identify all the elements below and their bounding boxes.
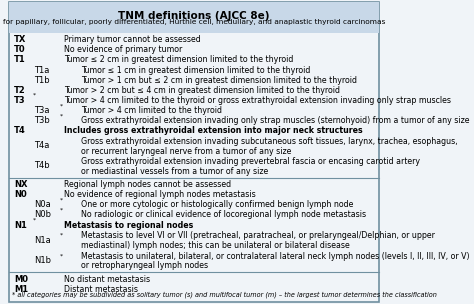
Text: *: * [60, 233, 63, 238]
Text: mediastinal) lymph nodes; this can be unilateral or bilateral disease: mediastinal) lymph nodes; this can be un… [81, 241, 349, 250]
Text: No evidence of regional lymph nodes metastasis: No evidence of regional lymph nodes meta… [64, 190, 256, 199]
Text: T4a: T4a [34, 141, 49, 150]
Text: N1b: N1b [34, 256, 51, 265]
Text: or recurrent laryngeal nerve from a tumor of any size: or recurrent laryngeal nerve from a tumo… [81, 147, 291, 156]
Text: T3a: T3a [34, 106, 49, 115]
Text: NX: NX [14, 180, 28, 189]
Bar [9, 2, 379, 33]
Text: Regional lymph nodes cannot be assessed: Regional lymph nodes cannot be assessed [64, 180, 231, 189]
Text: Tumor > 4 cm limited to the thyroid: Tumor > 4 cm limited to the thyroid [81, 106, 222, 115]
Text: N1a: N1a [34, 236, 50, 245]
Text: Primary tumor cannot be assessed: Primary tumor cannot be assessed [64, 35, 201, 44]
Text: or mediastinal vessels from a tumor of any size: or mediastinal vessels from a tumor of a… [81, 167, 268, 176]
Text: T2: T2 [14, 86, 26, 95]
Text: *: * [33, 93, 36, 98]
Text: T1b: T1b [34, 76, 49, 85]
Text: No distant metastasis: No distant metastasis [64, 275, 150, 284]
Text: One or more cytologic or histologically confirmed benign lymph node: One or more cytologic or histologically … [81, 200, 353, 209]
Text: TX: TX [14, 35, 27, 44]
Text: N1: N1 [14, 221, 27, 230]
Text: Gross extrathyroidal extension invading only strap muscles (sternohyoid) from a : Gross extrathyroidal extension invading … [81, 116, 469, 125]
Text: TNM definitions (AJCC 8e): TNM definitions (AJCC 8e) [118, 11, 270, 21]
Text: *: * [60, 103, 63, 108]
Text: Metastasis to unilateral, bilateral, or contralateral lateral neck lymph nodes (: Metastasis to unilateral, bilateral, or … [81, 252, 469, 261]
Text: Distant metastasis: Distant metastasis [64, 285, 138, 294]
Text: Tumor ≤ 2 cm in greatest dimension limited to the thyroid: Tumor ≤ 2 cm in greatest dimension limit… [64, 55, 293, 64]
Text: T1a: T1a [34, 66, 49, 74]
Text: *: * [60, 198, 63, 202]
Text: No evidence of primary tumor: No evidence of primary tumor [64, 45, 182, 54]
Text: * all categories may be subdivided as solitary tumor (s) and multifocal tumor (m: * all categories may be subdivided as so… [12, 291, 437, 298]
Text: *: * [60, 113, 63, 118]
Text: *: * [33, 218, 36, 223]
Text: Gross extrathyroidal extension invading subcutaneous soft tissues, larynx, trach: Gross extrathyroidal extension invading … [81, 137, 457, 146]
Text: Tumor > 4 cm limited to the thyroid or gross extrathyroidal extension invading o: Tumor > 4 cm limited to the thyroid or g… [64, 96, 451, 105]
Text: for papillary, follicular, poorly differentiated, Hürthle cell, medullary, and a: for papillary, follicular, poorly differ… [3, 19, 385, 25]
Text: No radiologic or clinical evidence of locoregional lymph node metastasis: No radiologic or clinical evidence of lo… [81, 210, 366, 219]
Text: Tumor > 1 cm but ≤ 2 cm in greatest dimension limited to the thyroid: Tumor > 1 cm but ≤ 2 cm in greatest dime… [81, 76, 357, 85]
Text: N0b: N0b [34, 210, 51, 219]
Text: *: * [60, 253, 63, 258]
Text: N0: N0 [14, 190, 27, 199]
Text: Gross extrathyroidal extension invading prevertebral fascia or encasing carotid : Gross extrathyroidal extension invading … [81, 157, 419, 166]
Text: Metastasis to regional nodes: Metastasis to regional nodes [64, 221, 193, 230]
Text: or retropharyngeal lymph nodes: or retropharyngeal lymph nodes [81, 261, 208, 270]
Text: T3b: T3b [34, 116, 49, 125]
Text: M0: M0 [14, 275, 28, 284]
Text: N0a: N0a [34, 200, 50, 209]
Text: T4b: T4b [34, 161, 49, 171]
Text: Tumor ≤ 1 cm in greatest dimension limited to the thyroid: Tumor ≤ 1 cm in greatest dimension limit… [81, 66, 310, 74]
Text: Tumor > 2 cm but ≤ 4 cm in greatest dimension limited to the thyroid: Tumor > 2 cm but ≤ 4 cm in greatest dime… [64, 86, 340, 95]
Text: T3: T3 [14, 96, 26, 105]
Text: T4: T4 [14, 126, 26, 135]
Text: *: * [60, 208, 63, 212]
Text: T0: T0 [14, 45, 26, 54]
Text: T1: T1 [14, 55, 26, 64]
Text: Metastasis to level VI or VII (pretracheal, paratracheal, or prelaryngeal/Delphi: Metastasis to level VI or VII (pretrache… [81, 231, 435, 240]
Text: Includes gross extrathyroidal extension into major neck structures: Includes gross extrathyroidal extension … [64, 126, 363, 135]
Text: M1: M1 [14, 285, 28, 294]
